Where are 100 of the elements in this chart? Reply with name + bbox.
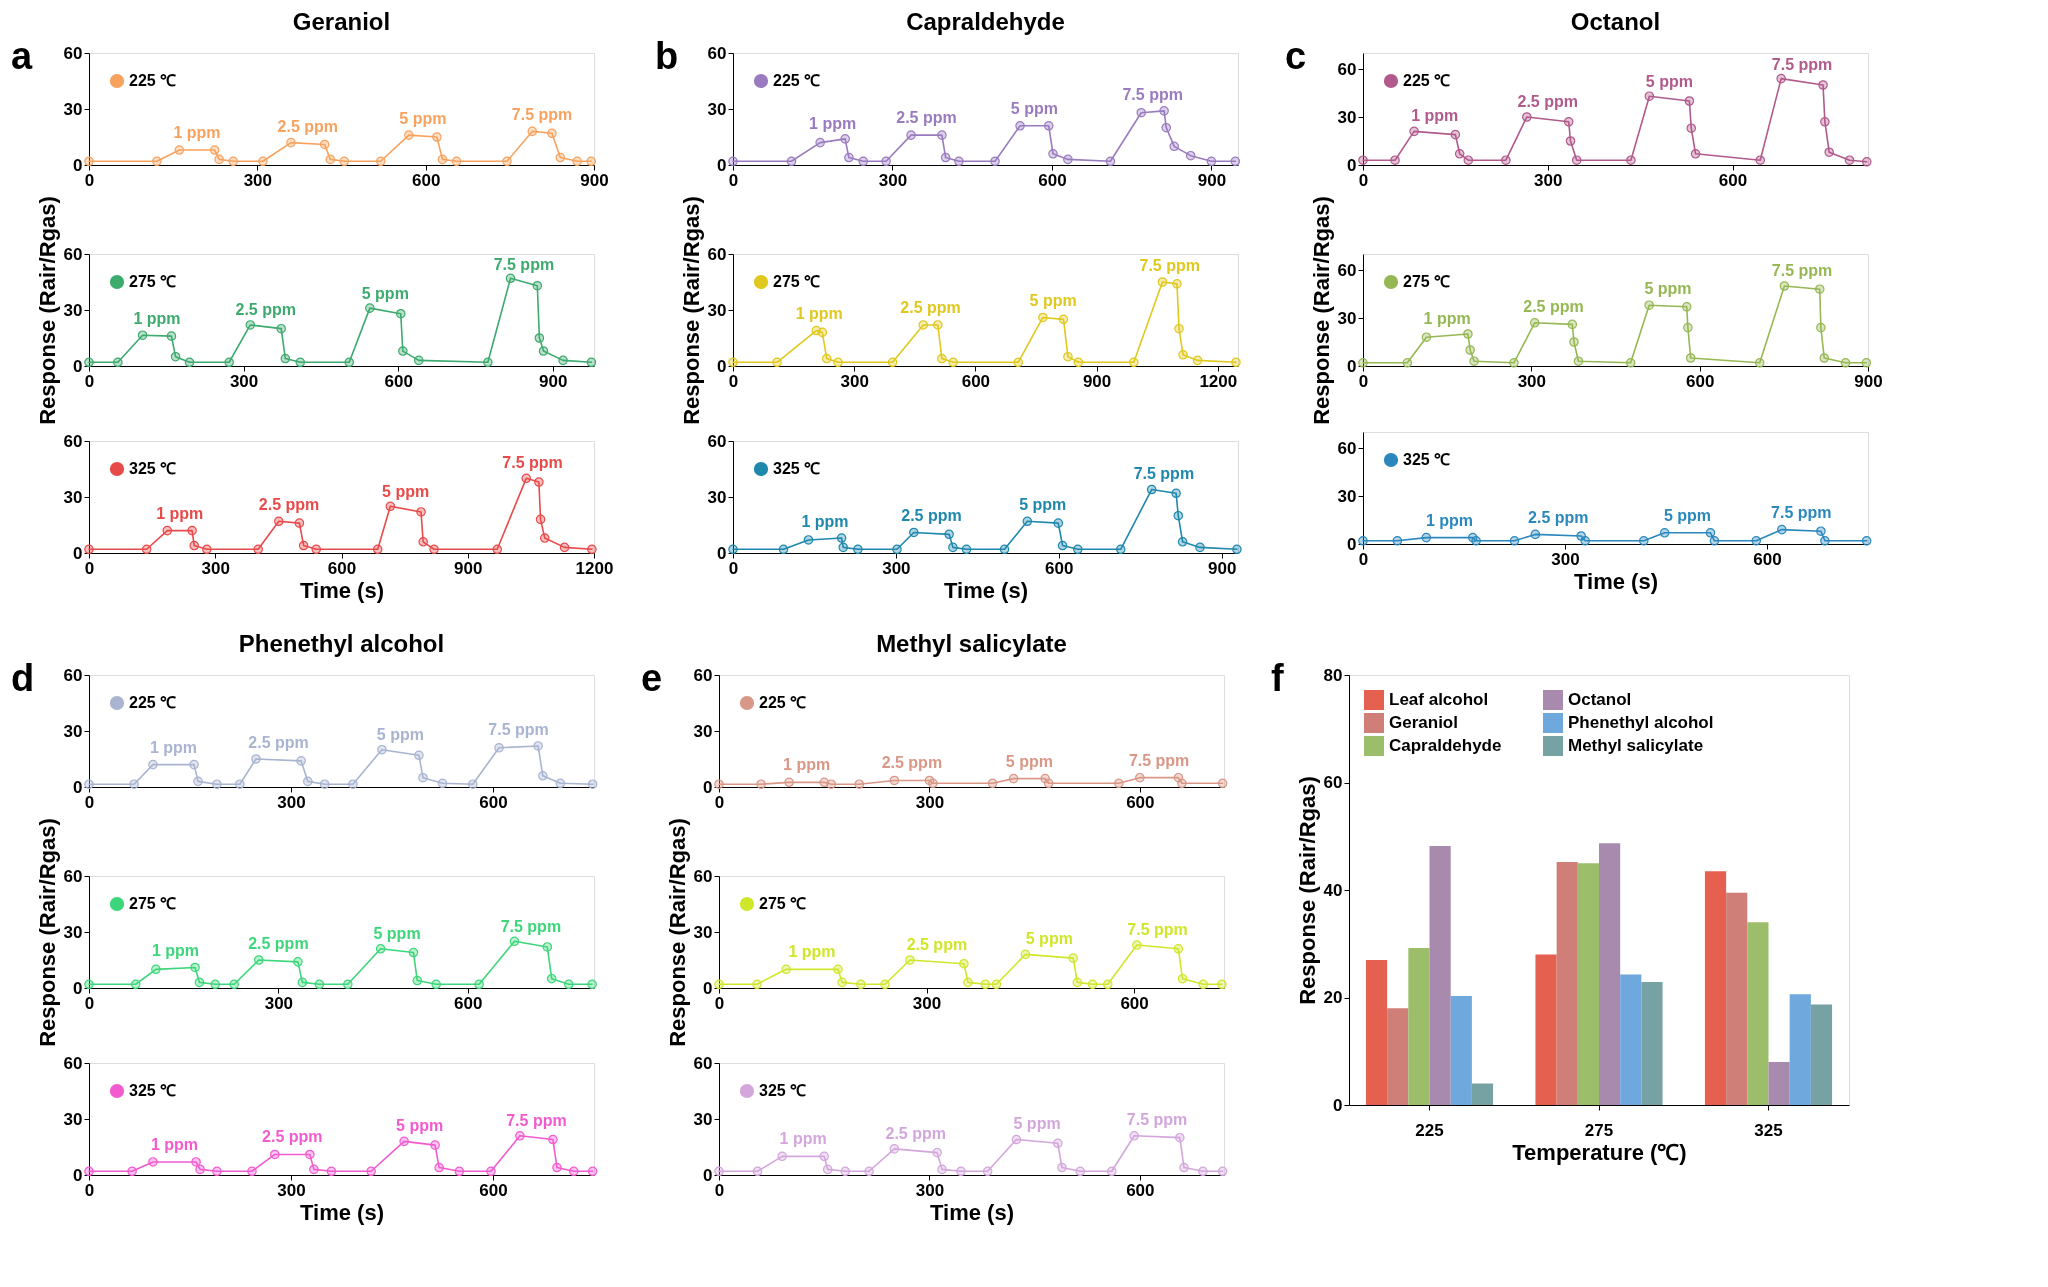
- y-tick-label: 0: [73, 1165, 83, 1185]
- point: [1776, 73, 1786, 84]
- point: [1015, 121, 1025, 131]
- point: [781, 964, 791, 975]
- point: [905, 955, 915, 965]
- point: [1159, 106, 1169, 116]
- bar: [1577, 863, 1599, 1105]
- point: [559, 542, 570, 553]
- legend-label: 225 ℃: [129, 694, 177, 711]
- point: [1820, 117, 1830, 127]
- point: [326, 1166, 337, 1177]
- legend-label: 325 ℃: [129, 460, 177, 477]
- y-tick-label: 0: [703, 1165, 713, 1185]
- point: [1463, 155, 1474, 165]
- point: [815, 137, 825, 148]
- point: [1569, 337, 1579, 347]
- y-tick-label: 30: [63, 300, 83, 320]
- point: [1644, 300, 1654, 310]
- annotation: 7.5 ppm: [500, 918, 562, 936]
- legend-label: 325 ℃: [759, 1082, 807, 1099]
- annotation: 1 ppm: [173, 124, 221, 142]
- legend-label: 325 ℃: [129, 1082, 177, 1099]
- point: [432, 132, 442, 142]
- annotation: 7.5 ppm: [1771, 55, 1833, 73]
- y-tick-label: 60: [63, 665, 83, 685]
- x-axis-title: Time (s): [930, 1199, 1014, 1225]
- point: [752, 1166, 763, 1177]
- point: [319, 779, 330, 789]
- point: [194, 977, 205, 988]
- point: [1008, 773, 1019, 784]
- annotation: 1 ppm: [795, 305, 843, 323]
- point: [1043, 778, 1054, 789]
- x-tick-label: 225: [1415, 1120, 1444, 1140]
- point: [314, 979, 325, 990]
- point: [889, 1144, 900, 1154]
- y-tick-label: 60: [1323, 773, 1343, 792]
- x-tick-label: 275: [1584, 1120, 1614, 1140]
- x-tick-label: 600: [1045, 558, 1074, 578]
- annotation: 1 ppm: [149, 738, 198, 756]
- point: [990, 156, 1000, 167]
- x-tick-label: 300: [840, 371, 869, 391]
- annotation: 7.5 ppm: [1122, 85, 1183, 103]
- point: [398, 346, 408, 356]
- point: [1565, 136, 1576, 146]
- y-tick-label: 30: [707, 487, 727, 507]
- point: [191, 1157, 201, 1167]
- point: [1179, 1162, 1189, 1173]
- annotation: 7.5 ppm: [502, 454, 563, 472]
- point: [170, 351, 181, 362]
- point: [887, 357, 898, 368]
- point: [784, 777, 794, 788]
- annotation: 5 ppm: [373, 924, 421, 942]
- point: [555, 778, 566, 789]
- point: [1087, 979, 1098, 990]
- point: [991, 979, 1002, 990]
- point: [1573, 356, 1584, 366]
- point: [826, 779, 837, 789]
- point: [492, 544, 502, 555]
- y-tick-label: 60: [693, 1053, 713, 1073]
- annotation: 1 ppm: [809, 114, 857, 132]
- point: [348, 779, 358, 789]
- point: [1844, 155, 1855, 165]
- point: [1421, 532, 1432, 543]
- y-tick-label: 60: [707, 431, 727, 451]
- x-tick-label: 300: [1517, 371, 1547, 391]
- y-tick-label: 60: [707, 43, 727, 63]
- point: [1057, 540, 1068, 551]
- point: [1132, 940, 1142, 950]
- annotation: 5 ppm: [1645, 72, 1693, 90]
- point: [937, 130, 947, 140]
- point: [542, 942, 553, 952]
- point: [1390, 155, 1400, 165]
- point: [84, 357, 94, 368]
- point: [224, 357, 234, 368]
- y-tick-label: 0: [73, 777, 83, 797]
- x-tick-label: 300: [277, 792, 306, 812]
- point: [303, 776, 313, 787]
- annotation: 7.5 ppm: [488, 720, 549, 738]
- y-tick-label: 60: [1337, 59, 1357, 79]
- point: [309, 1164, 319, 1175]
- y-tick-label: 30: [707, 99, 727, 119]
- point: [280, 353, 291, 364]
- bar: [1408, 948, 1430, 1105]
- annotation: 7.5 ppm: [1133, 465, 1195, 483]
- point: [844, 152, 854, 163]
- legend-label: 275 ℃: [129, 273, 177, 290]
- point: [552, 1162, 562, 1173]
- legend-label: Octanol: [1568, 690, 1632, 709]
- point: [1392, 536, 1403, 546]
- text: f: [1271, 657, 1284, 699]
- point: [1103, 979, 1113, 990]
- point: [1840, 358, 1851, 368]
- annotation: 2.5 ppm: [885, 1124, 946, 1142]
- point: [377, 744, 387, 755]
- annotation: 2.5 ppm: [900, 298, 961, 316]
- legend-label: 325 ℃: [1403, 451, 1451, 468]
- point: [1567, 319, 1578, 330]
- point: [535, 514, 546, 525]
- x-axis-title: Temperature (℃): [1512, 1139, 1687, 1165]
- point: [786, 156, 797, 167]
